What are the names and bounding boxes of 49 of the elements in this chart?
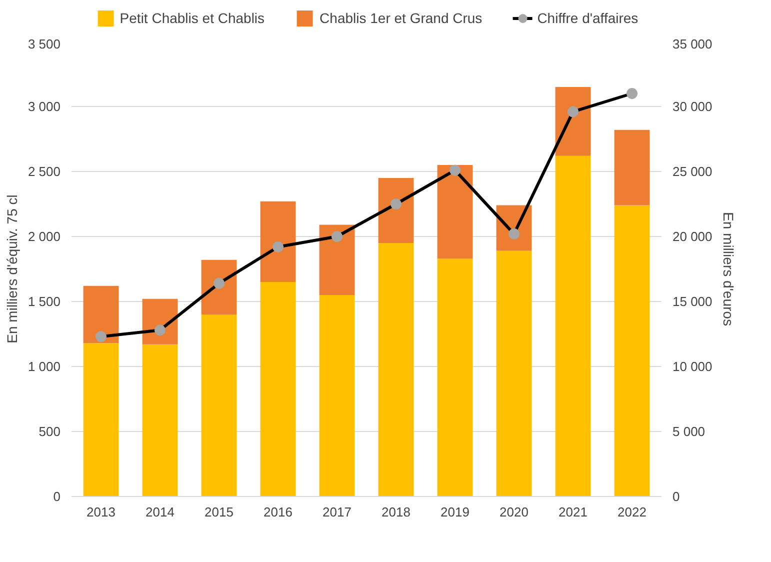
y2-tick-label: 25 000	[672, 164, 712, 179]
bar	[260, 282, 296, 496]
y2-tick-label: 15 000	[672, 294, 712, 309]
bar	[437, 258, 473, 496]
x-tick-label: 2022	[618, 504, 646, 520]
bar	[83, 286, 119, 344]
x-tick-label: 2013	[86, 504, 116, 520]
bar	[201, 314, 237, 496]
y-tick-label: 1 000	[28, 359, 61, 374]
y2-tick-label: 10 000	[672, 359, 712, 374]
bar	[260, 201, 296, 282]
bar	[555, 156, 591, 496]
y-tick-label: 2 500	[28, 164, 61, 179]
bar	[496, 250, 532, 496]
bar	[378, 178, 414, 243]
x-tick-label: 2021	[558, 504, 588, 520]
y-tick-label: 1 500	[28, 294, 61, 309]
bar	[437, 165, 473, 259]
x-tick-label: 2019	[440, 504, 470, 520]
x-tick-label: 2017	[322, 504, 352, 520]
y2-tick-label: 5 000	[672, 424, 706, 439]
legend-label: Chablis 1er et Grand Crus	[320, 10, 482, 26]
bar	[201, 260, 237, 314]
y2-tick-label: 20 000	[672, 229, 712, 244]
y-axis-title: En milliers d'équiv. 75 cl	[4, 194, 20, 344]
y2-tick-label: 30 000	[672, 99, 712, 114]
x-tick-label: 2014	[146, 504, 174, 520]
bar	[319, 224, 355, 295]
bar	[555, 87, 591, 156]
bar	[378, 243, 414, 496]
y2-tick-label: 0	[672, 489, 680, 504]
y-tick-label: 500	[38, 424, 61, 439]
x-tick-label: 2016	[264, 504, 292, 520]
bar	[319, 295, 355, 496]
bar	[614, 130, 650, 206]
y-tick-label: 3 000	[28, 99, 61, 114]
bar	[83, 343, 119, 496]
bar	[614, 205, 650, 496]
legend-label: Petit Chablis et Chablis	[120, 10, 265, 26]
bar	[142, 344, 178, 496]
y2-axis-title: En milliers d'euros	[720, 212, 736, 326]
y-tick-label: 3 500	[28, 36, 61, 52]
legend-label: Chiffre d'affaires	[537, 10, 638, 26]
y2-tick-label: 35 000	[672, 36, 712, 52]
y-tick-label: 2 000	[28, 229, 61, 244]
x-tick-label: 2018	[382, 504, 410, 520]
x-tick-label: 2020	[500, 504, 528, 520]
x-tick-label: 2015	[204, 504, 234, 520]
y-tick-label: 0	[53, 489, 61, 504]
